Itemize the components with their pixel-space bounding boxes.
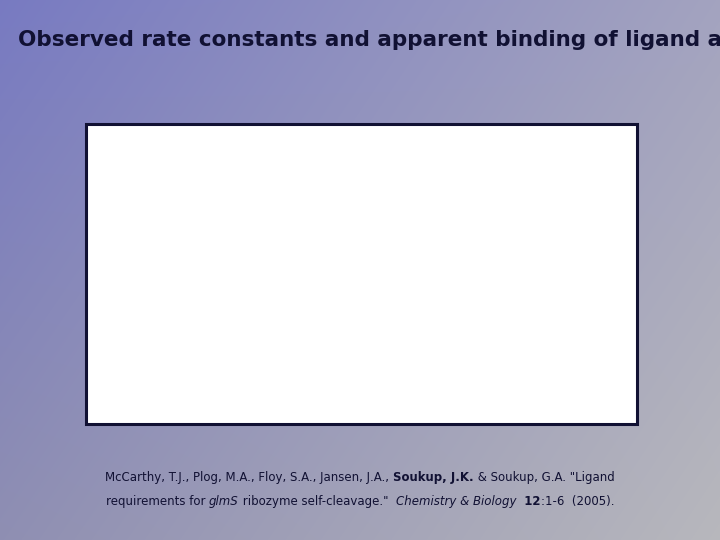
Text: Soukup, J.K.: Soukup, J.K. xyxy=(393,471,474,484)
Text: McCarthy, T.J., Plog, M.A., Floy, S.A., Jansen, J.A.,: McCarthy, T.J., Plog, M.A., Floy, S.A., … xyxy=(105,471,393,484)
Bar xyxy=(86,124,637,424)
Text: Chemistry & Biology: Chemistry & Biology xyxy=(396,495,516,508)
Text: ribozyme self-cleavage.": ribozyme self-cleavage." xyxy=(239,495,396,508)
Text: requirements for: requirements for xyxy=(106,495,209,508)
Text: glmS: glmS xyxy=(209,495,239,508)
Text: :1-6  (2005).: :1-6 (2005). xyxy=(541,495,614,508)
Text: & Soukup, G.A. "Ligand: & Soukup, G.A. "Ligand xyxy=(474,471,615,484)
Text: 12: 12 xyxy=(516,495,541,508)
Text: Observed rate constants and apparent binding of ligand analogs: Observed rate constants and apparent bin… xyxy=(18,30,720,50)
